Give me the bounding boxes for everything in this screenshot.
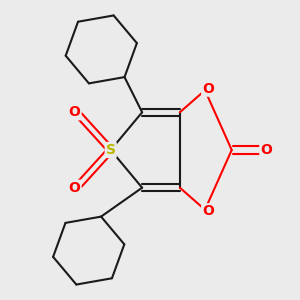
Text: O: O xyxy=(69,105,80,119)
Text: O: O xyxy=(260,143,272,157)
Text: O: O xyxy=(69,181,80,195)
Text: O: O xyxy=(202,204,214,218)
Text: O: O xyxy=(202,82,214,96)
Text: S: S xyxy=(106,143,116,157)
